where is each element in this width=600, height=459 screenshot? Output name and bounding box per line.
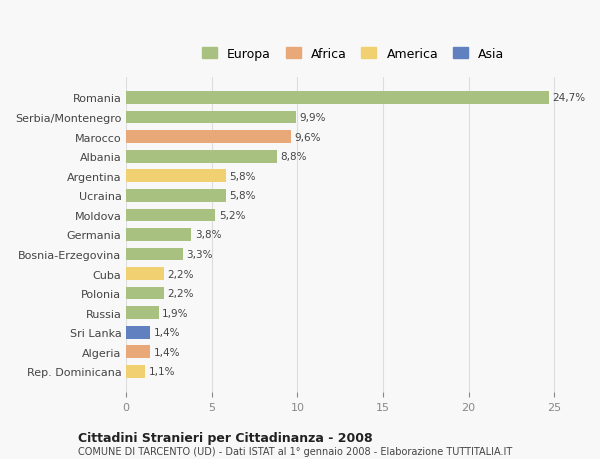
Bar (126, 209, 215, 222)
Bar (126, 268, 164, 280)
Text: 1,1%: 1,1% (148, 367, 175, 376)
Text: 1,9%: 1,9% (162, 308, 188, 318)
Text: 24,7%: 24,7% (553, 93, 586, 103)
Bar (126, 151, 277, 163)
Text: 2,2%: 2,2% (167, 269, 194, 279)
Text: 5,8%: 5,8% (229, 171, 256, 181)
Bar (126, 326, 150, 339)
Text: 1,4%: 1,4% (154, 328, 180, 337)
Bar (126, 287, 164, 300)
Bar (126, 190, 226, 202)
Bar (126, 131, 290, 144)
Bar (126, 229, 191, 241)
Bar (126, 346, 150, 358)
Text: 9,6%: 9,6% (294, 132, 320, 142)
Text: 8,8%: 8,8% (280, 152, 307, 162)
Bar (126, 92, 549, 105)
Text: Cittadini Stranieri per Cittadinanza - 2008: Cittadini Stranieri per Cittadinanza - 2… (78, 431, 373, 444)
Bar (126, 170, 226, 183)
Text: COMUNE DI TARCENTO (UD) - Dati ISTAT al 1° gennaio 2008 - Elaborazione TUTTITALI: COMUNE DI TARCENTO (UD) - Dati ISTAT al … (78, 447, 512, 456)
Text: 1,4%: 1,4% (154, 347, 180, 357)
Text: 5,2%: 5,2% (218, 210, 245, 220)
Text: 2,2%: 2,2% (167, 289, 194, 298)
Text: 3,8%: 3,8% (195, 230, 221, 240)
Bar (126, 307, 159, 319)
Bar (126, 365, 145, 378)
Legend: Europa, Africa, America, Asia: Europa, Africa, America, Asia (197, 43, 509, 66)
Bar (126, 248, 183, 261)
Text: 5,8%: 5,8% (229, 191, 256, 201)
Text: 3,3%: 3,3% (186, 249, 212, 259)
Bar (126, 112, 296, 124)
Text: 9,9%: 9,9% (299, 113, 326, 123)
